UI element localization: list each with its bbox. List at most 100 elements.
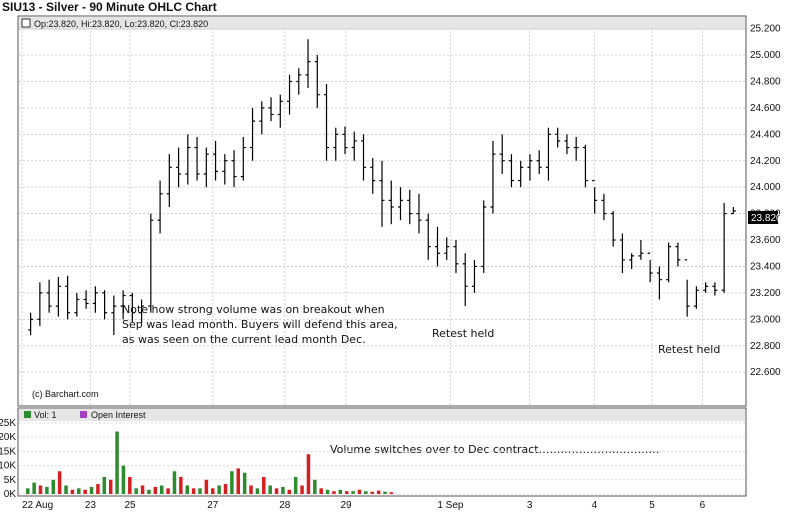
volume-bar xyxy=(57,471,62,494)
volume-bar xyxy=(115,431,119,494)
ohlc-bar xyxy=(250,107,256,161)
date-tick-label: 27 xyxy=(207,500,219,511)
price-tick-label: 23.000 xyxy=(750,314,781,325)
ohlc-bar xyxy=(139,299,145,324)
date-tick-label: 25 xyxy=(124,500,136,511)
ohlc-bar xyxy=(28,312,34,336)
volume-bar xyxy=(293,476,298,494)
annotation-retest-1: Retest held xyxy=(432,327,494,340)
price-tick-label: 24.600 xyxy=(750,103,781,114)
volume-bar xyxy=(153,486,158,494)
ohlc-bar xyxy=(351,131,357,161)
ohlc-bar xyxy=(703,282,709,293)
ohlc-bar xyxy=(259,101,265,135)
ohlc-bar xyxy=(388,180,394,225)
volume-bar xyxy=(134,488,138,494)
volume-bar xyxy=(140,485,145,494)
volume-legend-marker xyxy=(24,411,31,418)
open-interest-legend: Open Interest xyxy=(91,410,146,420)
annotation-line-1: Note how strong volume was on breakout w… xyxy=(122,303,385,316)
volume-bar xyxy=(274,488,279,494)
ohlc-bar xyxy=(508,154,514,188)
chart-title: SIU13 - Silver - 90 Minute OHLC Chart xyxy=(2,0,217,14)
volume-bar xyxy=(351,491,355,494)
ohlc-bar xyxy=(721,203,727,293)
ohlc-bar xyxy=(166,154,172,207)
ohlc-bar xyxy=(111,295,117,336)
ohlc-bar xyxy=(102,290,108,320)
ohlc-bar xyxy=(592,179,598,214)
volume-bar xyxy=(64,485,68,494)
volume-bar xyxy=(217,485,221,494)
ohlc-bar xyxy=(83,290,89,309)
volume-bar xyxy=(211,488,215,494)
ohlc-bar xyxy=(194,136,200,181)
last-price-tag xyxy=(748,211,778,224)
volume-bar xyxy=(370,491,374,494)
ohlc-bar xyxy=(324,84,330,161)
open-interest-legend-marker xyxy=(80,411,87,418)
volume-bar xyxy=(364,491,368,494)
volume-bar xyxy=(325,489,330,494)
ohlc-bar xyxy=(647,252,653,283)
ohlc-bar xyxy=(46,279,52,313)
date-tick-label: 28 xyxy=(279,500,291,511)
volume-bar xyxy=(383,491,387,494)
ohlc-bar xyxy=(55,277,61,317)
ohlc-bar xyxy=(471,259,477,293)
ohlc-bar xyxy=(675,242,681,267)
price-tick-label: 23.200 xyxy=(750,288,781,299)
volume-bar xyxy=(319,488,323,494)
volume-bar xyxy=(45,486,49,494)
ohlc-bar xyxy=(453,240,459,274)
ohlc-bar xyxy=(120,290,126,320)
ohlc-bar xyxy=(499,134,505,174)
date-tick-label: 4 xyxy=(592,500,598,511)
ohlc-bar xyxy=(619,233,625,274)
last-price-label: 23.820 xyxy=(751,213,782,224)
date-tick-label: 1 Sep xyxy=(437,500,464,511)
volume-tick-label: 10K xyxy=(0,461,16,472)
volume-bar xyxy=(32,482,36,494)
ohlc-bar xyxy=(277,94,283,128)
price-tick-label: 24.000 xyxy=(750,182,781,193)
volume-bar xyxy=(102,476,107,494)
price-axis: 25.200 25.000 24.800 24.600 24.400 24.200 24.0… xyxy=(750,24,781,379)
date-tick-label: 29 xyxy=(340,500,352,511)
ohlc-bar xyxy=(416,193,422,234)
ohlc-bar xyxy=(666,242,672,283)
annotation-volume: Volume switches over to Dec contract…………… xyxy=(330,443,660,456)
annotation-line-2: Sep was lead month. Buyers will defend t… xyxy=(122,318,398,331)
copyright-label: (c) Barchart.com xyxy=(32,389,99,399)
price-tick-label: 24.800 xyxy=(750,76,781,87)
ohlc-bar xyxy=(601,193,607,221)
ohlc-bar xyxy=(407,189,413,225)
date-tick-label: 22 Aug xyxy=(22,500,53,511)
volume-tick-label: 15K xyxy=(0,446,16,457)
volume-legend: Vol: 1 xyxy=(34,410,57,420)
volume-bar xyxy=(223,484,228,494)
volume-bar xyxy=(357,489,362,494)
price-tick-label: 25.000 xyxy=(750,50,781,61)
volume-bar xyxy=(255,488,260,494)
ohlc-bar xyxy=(527,154,533,181)
volume-bar xyxy=(128,476,132,494)
ohlc-bar xyxy=(222,154,228,185)
volume-bar xyxy=(96,484,100,494)
ohlc-bar xyxy=(582,144,588,188)
volume-bar xyxy=(344,491,349,494)
ohlc-bar xyxy=(65,275,71,320)
ohlc-bar xyxy=(370,158,376,194)
ohlc-legend: Op:23.820, Hi:23.820, Lo:23.820, Cl:23.8… xyxy=(34,19,208,29)
volume-bar xyxy=(166,488,170,494)
ohlc-bar xyxy=(92,286,98,313)
volume-bar xyxy=(242,472,247,494)
date-tick-label: 3 xyxy=(527,500,533,511)
price-tick-label: 24.400 xyxy=(750,129,781,140)
volume-bar xyxy=(287,489,292,494)
ohlc-bar xyxy=(684,259,690,317)
ohlc-bars xyxy=(28,39,736,336)
ohlc-bar xyxy=(610,210,616,247)
volume-bar xyxy=(38,485,43,494)
ohlc-bar xyxy=(231,150,237,188)
